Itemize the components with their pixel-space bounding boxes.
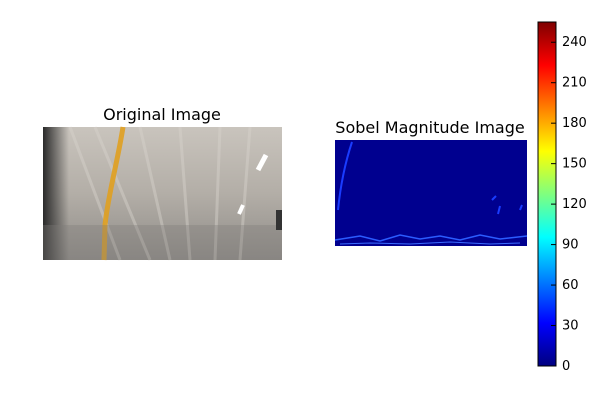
sobel-bottom-noise-2 <box>339 241 521 245</box>
road-surface <box>43 127 282 260</box>
road-texture-band <box>43 225 282 260</box>
colorbar-tick-label: 30 <box>562 319 579 334</box>
colorbar: 0 30 60 90 120 150 180 210 240 <box>537 21 587 374</box>
colorbar-tick-label: 240 <box>562 35 587 50</box>
dark-corner <box>276 210 282 230</box>
white-reflection-1 <box>255 153 269 172</box>
original-image <box>43 126 282 261</box>
colorbar-tick-label: 210 <box>562 76 587 91</box>
colorbar-gradient <box>537 21 557 367</box>
lane-line <box>101 126 126 261</box>
sobel-bottom-noise <box>334 234 528 242</box>
original-image-title: Original Image <box>103 105 221 124</box>
sobel-image-title: Sobel Magnitude Image <box>335 118 524 137</box>
left-shadow <box>43 127 69 260</box>
road-streaks <box>68 126 252 261</box>
sobel-edge-left <box>337 141 353 211</box>
colorbar-tick-label: 60 <box>562 278 579 293</box>
colorbar-tick-label: 150 <box>562 157 587 172</box>
white-reflection-2 <box>237 204 245 215</box>
colorbar-tick-label: 90 <box>562 238 579 253</box>
colorbar-tick-label: 0 <box>562 359 570 374</box>
colorbar-tick-label: 120 <box>562 197 587 212</box>
colorbar-ticks: 0 30 60 90 120 150 180 210 240 <box>551 35 587 374</box>
sobel-edge-streaks <box>491 195 523 215</box>
sobel-background <box>335 140 527 246</box>
sobel-magnitude-image <box>334 140 528 246</box>
colorbar-tick-label: 180 <box>562 116 587 131</box>
